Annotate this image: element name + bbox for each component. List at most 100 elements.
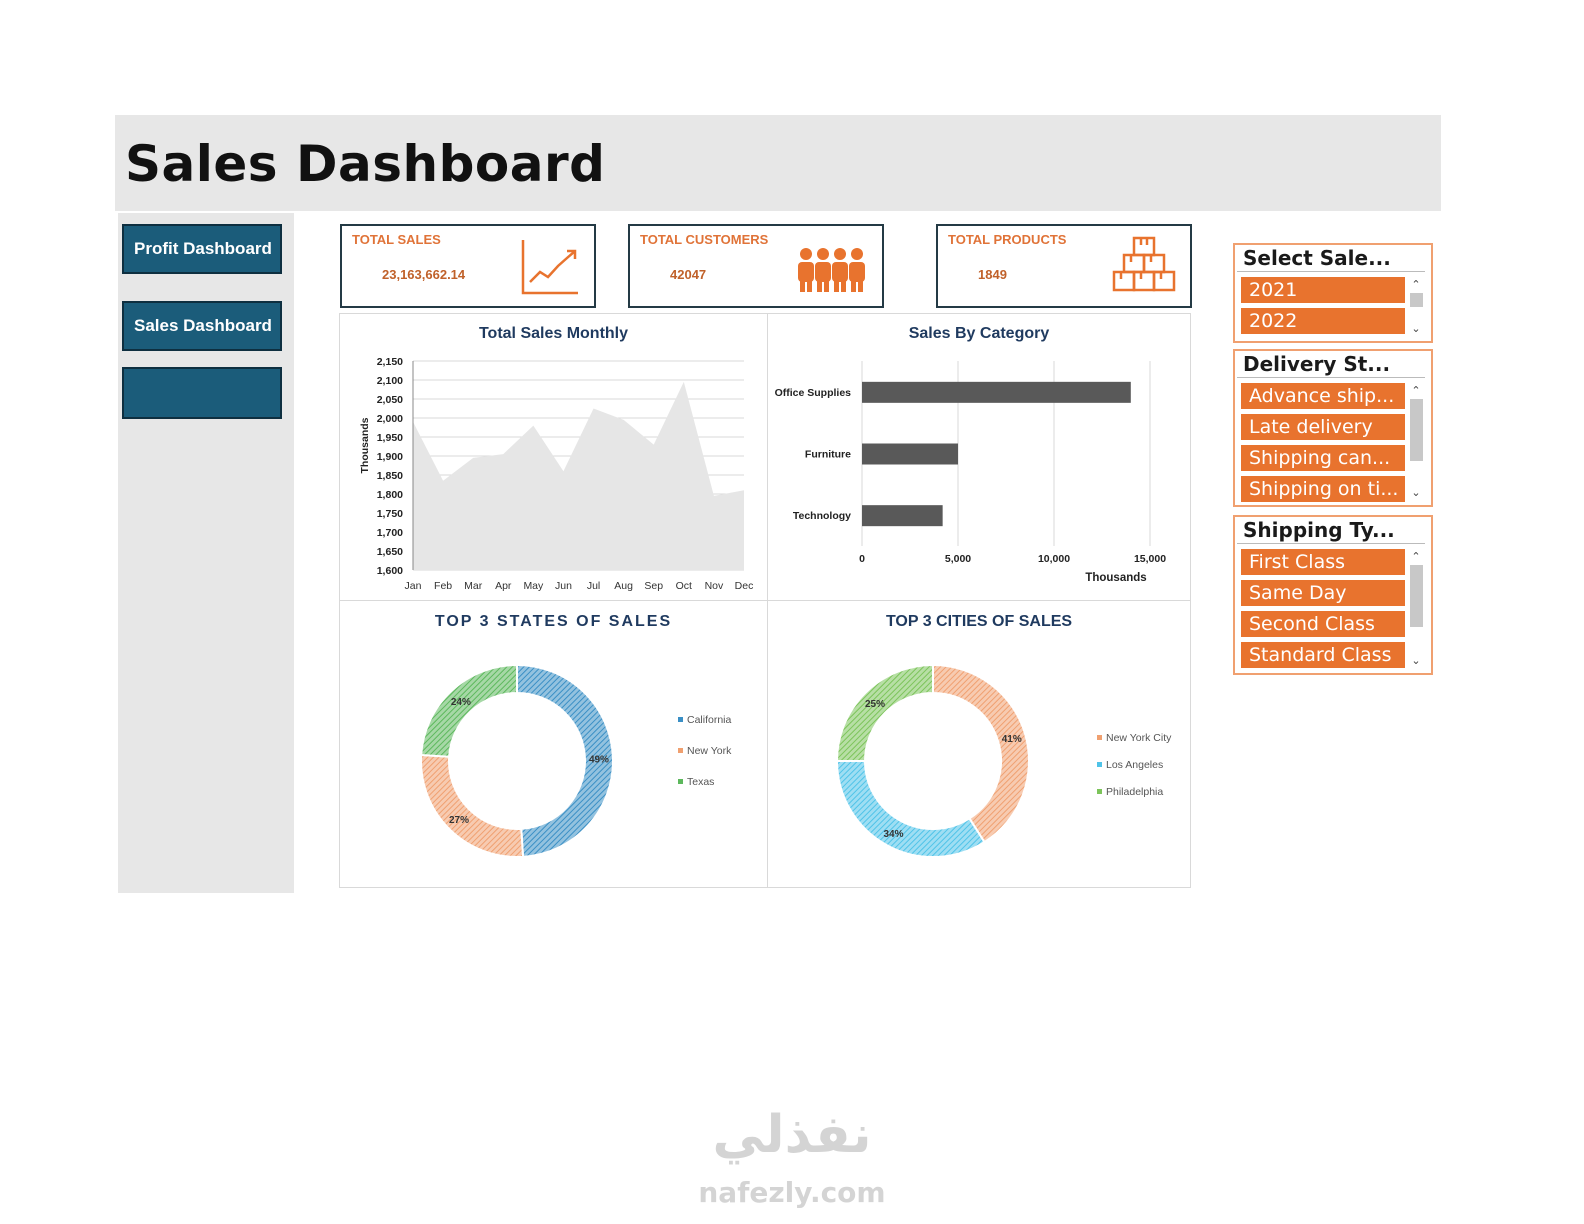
legend-swatch bbox=[1097, 762, 1102, 767]
slicer-item[interactable]: Shipping can... bbox=[1241, 445, 1405, 471]
chart-title: Sales By Category bbox=[908, 325, 1050, 342]
slicer-item[interactable]: First Class bbox=[1241, 549, 1405, 575]
y-tick-label: 1,800 bbox=[377, 489, 403, 501]
slicer-item[interactable]: Second Class bbox=[1241, 611, 1405, 637]
slicer-item[interactable]: Same Day bbox=[1241, 580, 1405, 606]
chevron-down-icon[interactable]: ⌄ bbox=[1411, 323, 1421, 335]
chevron-up-icon[interactable]: ⌃ bbox=[1411, 551, 1421, 563]
slicer-item[interactable]: Shipping on ti... bbox=[1241, 476, 1405, 502]
y-tick-label: 1,850 bbox=[377, 470, 403, 482]
profit-dashboard-button[interactable]: Profit Dashboard bbox=[122, 224, 282, 274]
y-tick-label: 1,900 bbox=[377, 451, 403, 463]
kpi-total-customers: TOTAL CUSTOMERS 42047 bbox=[628, 224, 884, 308]
slicer-delivery-status: Delivery St... Advance ship... Late deli… bbox=[1233, 349, 1433, 507]
y-tick-label: 1,950 bbox=[377, 432, 403, 444]
sidebar: Profit Dashboard Sales Dashboard bbox=[118, 213, 294, 893]
kpi-value: 23,163,662.14 bbox=[382, 267, 466, 282]
top-states-panel: TOP 3 STATES OF SALES 49% California 27% Ne… bbox=[339, 600, 768, 888]
slice-label: 41% bbox=[1002, 734, 1022, 745]
legend-label: Los Angeles bbox=[1106, 759, 1163, 771]
bar bbox=[862, 381, 1131, 403]
slicer-scrollbar[interactable]: ⌃ ⌄ bbox=[1409, 279, 1423, 335]
sales-dashboard-button[interactable]: Sales Dashboard bbox=[122, 301, 282, 351]
slicer-shipping-type: Shipping Ty... First Class Same Day Seco… bbox=[1233, 515, 1433, 675]
legend-swatch bbox=[678, 748, 683, 753]
legend-swatch bbox=[678, 717, 683, 722]
y-tick-label: 2,050 bbox=[377, 394, 403, 406]
x-tick-label: Sep bbox=[644, 580, 663, 592]
category-label: Office Supplies bbox=[775, 387, 852, 399]
category-label: Furniture bbox=[805, 449, 851, 461]
x-tick-label: 10,000 bbox=[1038, 553, 1070, 565]
x-tick-label: Jun bbox=[555, 580, 572, 592]
slice-label: 49% bbox=[589, 754, 609, 765]
slicer-scrollbar[interactable]: ⌃ ⌄ bbox=[1409, 551, 1423, 667]
x-tick-label: 15,000 bbox=[1134, 553, 1166, 565]
donut-chart: 41% New York City 34% Los Angeles 25% Philade… bbox=[835, 663, 1172, 858]
x-tick-label: Nov bbox=[705, 580, 724, 592]
scroll-thumb[interactable] bbox=[1410, 399, 1423, 461]
bar bbox=[862, 443, 958, 465]
legend-label: Philadelphia bbox=[1106, 786, 1163, 798]
slicer-title: Delivery St... bbox=[1237, 351, 1425, 378]
slicer-item[interactable]: Late delivery bbox=[1241, 414, 1405, 440]
donut-chart: 49% California 27% New York 24% Texas bbox=[420, 663, 732, 858]
area-series bbox=[413, 381, 744, 570]
slicer-item[interactable]: Advance ship... bbox=[1241, 383, 1405, 409]
y-tick-label: 1,750 bbox=[377, 508, 403, 520]
x-tick-label: Jul bbox=[587, 580, 600, 592]
chart-title: TOP 3 STATES OF SALES bbox=[434, 613, 673, 630]
slicer-title: Shipping Ty... bbox=[1237, 517, 1425, 544]
watermark-latin: nafezly.com bbox=[698, 1176, 886, 1209]
chevron-down-icon[interactable]: ⌄ bbox=[1411, 487, 1421, 499]
x-tick-label: Mar bbox=[464, 580, 483, 592]
page-title: Sales Dashboard bbox=[125, 135, 606, 193]
x-tick-label: Feb bbox=[434, 580, 452, 592]
slicer-title: Select Sale... bbox=[1237, 245, 1425, 272]
kpi-label: TOTAL SALES bbox=[352, 232, 441, 247]
line-chart-icon bbox=[521, 240, 578, 295]
kpi-label: TOTAL CUSTOMERS bbox=[640, 232, 769, 247]
chevron-up-icon[interactable]: ⌃ bbox=[1411, 385, 1421, 397]
y-tick-label: 2,100 bbox=[377, 375, 403, 387]
kpi-label: TOTAL PRODUCTS bbox=[948, 232, 1067, 247]
kpi-total-products: TOTAL PRODUCTS 1849 bbox=[936, 224, 1192, 308]
slice-label: 34% bbox=[883, 829, 903, 840]
chevron-up-icon[interactable]: ⌃ bbox=[1411, 279, 1421, 291]
x-tick-label: Oct bbox=[676, 580, 692, 592]
y-tick-label: 1,600 bbox=[377, 565, 403, 577]
x-tick-label: Apr bbox=[495, 580, 512, 592]
kpi-value: 42047 bbox=[670, 267, 707, 282]
chevron-down-icon[interactable]: ⌄ bbox=[1411, 655, 1421, 667]
x-tick-label: 0 bbox=[859, 553, 865, 565]
slicer-sales-year: Select Sale... 2021 2022 ⌃ ⌄ bbox=[1233, 243, 1433, 343]
x-tick-label: Aug bbox=[614, 580, 633, 592]
slicer-item[interactable]: 2021 bbox=[1241, 277, 1405, 303]
blank-nav-button[interactable] bbox=[122, 367, 282, 419]
slicer-item[interactable]: 2022 bbox=[1241, 308, 1405, 334]
slicer-item[interactable]: Standard Class bbox=[1241, 642, 1405, 668]
slice-label: 27% bbox=[449, 815, 469, 826]
y-tick-label: 1,700 bbox=[377, 527, 403, 539]
legend-label: California bbox=[687, 714, 732, 726]
donut-slice bbox=[932, 663, 1030, 844]
x-axis-title: Thousands bbox=[1085, 572, 1146, 584]
scroll-thumb[interactable] bbox=[1410, 565, 1423, 627]
sales-by-category-panel: Sales By Category 0 5,000 10,000 15,000 Offi… bbox=[767, 313, 1191, 601]
x-tick-label: May bbox=[523, 580, 544, 592]
donut-slice bbox=[516, 663, 615, 858]
legend-swatch bbox=[678, 779, 683, 784]
legend-swatch bbox=[1097, 789, 1102, 794]
kpi-value: 1849 bbox=[978, 267, 1007, 282]
bar bbox=[862, 505, 943, 527]
y-tick-label: 2,000 bbox=[377, 413, 403, 425]
scroll-thumb[interactable] bbox=[1410, 293, 1423, 307]
y-tick-label: 2,150 bbox=[377, 356, 403, 368]
bar-chart: 0 5,000 10,000 15,000 Office Supplies Furnitu… bbox=[775, 361, 1166, 584]
x-tick-label: Jan bbox=[405, 580, 422, 592]
slicer-scrollbar[interactable]: ⌃ ⌄ bbox=[1409, 385, 1423, 499]
donut-slice bbox=[835, 760, 986, 858]
donut-slice bbox=[835, 663, 934, 762]
donut-slice bbox=[420, 663, 518, 758]
donut-slice bbox=[420, 753, 525, 858]
